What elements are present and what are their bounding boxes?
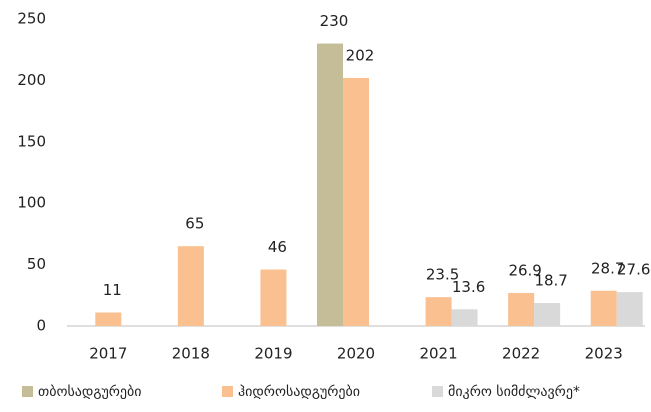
value-label: 23.5: [426, 266, 459, 284]
y-tick-label: 100: [17, 194, 46, 212]
x-tick-label: 2017: [89, 345, 127, 363]
y-tick-label: 0: [36, 317, 46, 335]
value-label: 46: [268, 238, 287, 256]
bar: [317, 43, 343, 327]
value-label: 26.9: [508, 261, 541, 279]
legend-swatch: [222, 386, 233, 397]
y-tick-label: 50: [27, 255, 46, 273]
x-tick-label: 2021: [419, 345, 457, 363]
bar: [260, 269, 287, 326]
value-label: 202: [346, 46, 375, 64]
legend-label: მიკრო სიმძლავრე*: [448, 383, 580, 400]
x-tick-label: 2023: [585, 345, 623, 363]
x-tick-label: 2020: [337, 345, 375, 363]
legend-label: ჰიდროსადგურები: [238, 383, 360, 400]
value-label: 230: [320, 12, 349, 30]
bar: [177, 246, 204, 326]
value-label: 13.6: [452, 278, 485, 296]
bar: [95, 312, 122, 326]
x-tick-label: 2018: [172, 345, 210, 363]
legend-label: თბოსადგურები: [38, 383, 142, 400]
value-label: 11: [103, 281, 122, 299]
bar: [534, 303, 561, 326]
bar: [590, 290, 617, 326]
y-tick-label: 200: [17, 71, 46, 89]
bar: [425, 297, 452, 326]
x-tick-label: 2022: [502, 345, 540, 363]
y-tick-label: 250: [17, 10, 46, 28]
legend-swatch: [432, 386, 443, 397]
bar: [508, 292, 535, 326]
value-label: 28.7: [591, 259, 624, 277]
value-label: 65: [185, 215, 204, 233]
legend-swatch: [22, 386, 33, 397]
value-label: 27.6: [617, 261, 650, 279]
bar: [451, 309, 478, 326]
y-tick-label: 150: [17, 132, 46, 150]
value-label: 18.7: [534, 272, 567, 290]
bar: [343, 77, 369, 326]
bar: [616, 292, 643, 326]
x-tick-label: 2019: [254, 345, 292, 363]
